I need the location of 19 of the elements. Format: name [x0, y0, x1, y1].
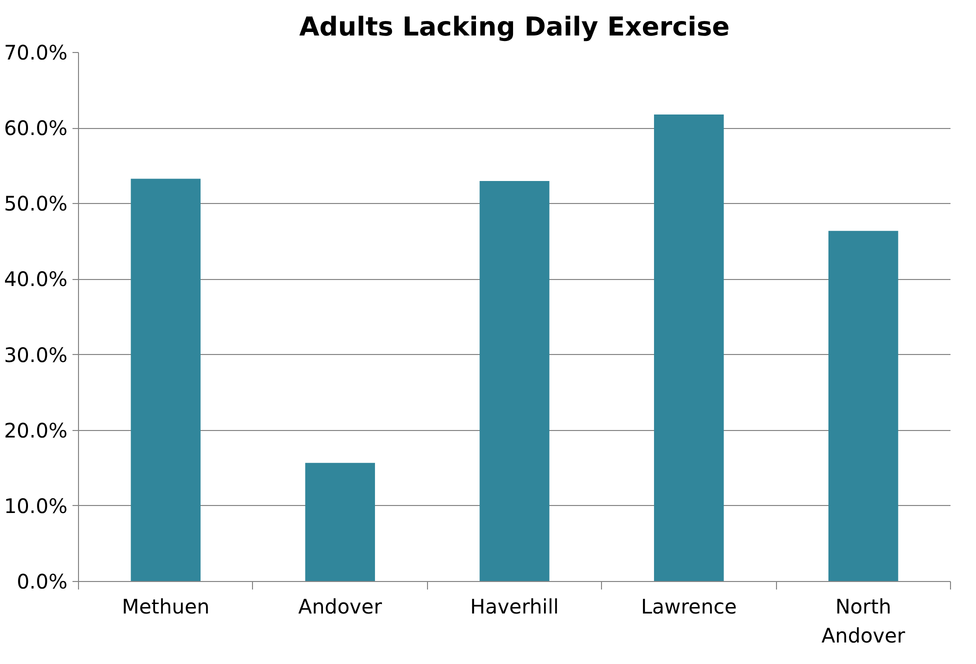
bar [828, 230, 898, 582]
chart-title: Adults Lacking Daily Exercise [299, 12, 730, 42]
bar [305, 462, 375, 582]
y-tick-label: 70.0% [4, 40, 68, 64]
y-tick-label: 20.0% [4, 418, 68, 442]
y-tick-label: 30.0% [4, 342, 68, 367]
x-tick-label: Andover [298, 594, 383, 618]
x-tick-label: Lawrence [640, 594, 737, 618]
x-tick-label: Methuen [122, 594, 210, 618]
bar [480, 180, 550, 582]
x-tick-label: Haverhill [470, 594, 559, 618]
y-tick-label: 0.0% [16, 570, 68, 594]
y-tick-label: 10.0% [4, 494, 68, 518]
y-tick-label: 60.0% [4, 116, 68, 140]
x-tick-label: North Andover [821, 594, 906, 648]
y-tick-label: 50.0% [4, 192, 68, 216]
bar [654, 114, 724, 582]
bar [130, 178, 201, 582]
y-tick-label: 40.0% [4, 267, 68, 292]
